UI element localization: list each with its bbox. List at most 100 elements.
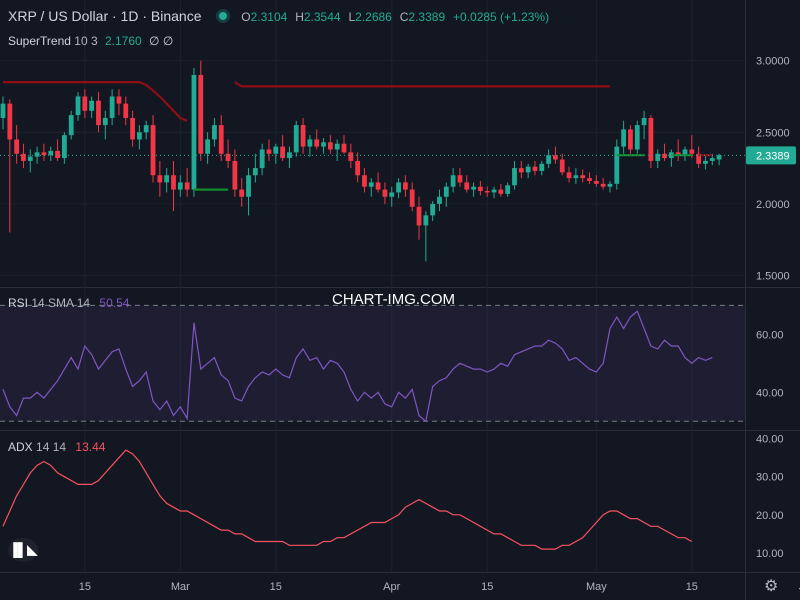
candle-body (634, 125, 640, 150)
candle-body (48, 150, 54, 156)
candle-body (287, 152, 292, 159)
x-tick-label: 15 (481, 581, 493, 593)
candle-body (89, 100, 95, 111)
candle-body (703, 160, 708, 164)
candle-body (478, 186, 483, 192)
settings-gear-icon[interactable]: ⚙ (764, 578, 779, 595)
candle-body (512, 168, 517, 186)
supertrend-value: 2.1760 (104, 34, 142, 48)
candle-body (109, 96, 115, 118)
candle-body (157, 175, 163, 183)
candle-body (150, 125, 156, 176)
adx-tick-label: 40.00 (756, 434, 784, 446)
candle-body (96, 100, 101, 126)
candle-body (171, 175, 176, 190)
candle-body (423, 215, 429, 226)
candle-body (668, 152, 674, 159)
candle-body (34, 152, 40, 157)
candle-body (327, 142, 333, 150)
adx-tick-label: 10.00 (756, 548, 784, 560)
candle-body (675, 152, 681, 156)
price-tick-label: 3.0000 (756, 56, 790, 68)
candle-body (437, 196, 442, 204)
candle-body (607, 183, 613, 187)
rsi-tick-label: 40.00 (756, 387, 784, 399)
adx-legend[interactable]: ADX 14 14 13.44 (8, 440, 105, 454)
candle-body (198, 74, 204, 154)
candle-body (505, 185, 511, 194)
candle-body (709, 158, 715, 161)
candle-body (362, 175, 367, 187)
candle-body (177, 182, 183, 190)
supertrend-legend[interactable]: SuperTrend 10 3 2.1760 ∅ ∅ (8, 34, 173, 48)
candle-body (648, 117, 654, 161)
symbol-title[interactable]: XRP / US Dollar · 1D · Binance (8, 8, 202, 24)
candle-body (546, 155, 551, 164)
candle-body (191, 74, 197, 190)
candle-body (614, 146, 620, 184)
low-value: 2.2686 (355, 10, 392, 24)
adx-tick-label: 30.00 (756, 472, 784, 484)
candle-body (7, 103, 13, 140)
adx-value: 13.44 (75, 440, 106, 454)
low-label: L (348, 10, 356, 24)
price-tick-label: 1.5000 (756, 271, 790, 283)
candle-body (518, 168, 524, 173)
close-value: 2.3389 (408, 10, 446, 24)
candle-body (355, 160, 361, 176)
candle-body (55, 150, 60, 159)
candle-body (259, 149, 265, 169)
watermark: CHART-IMG.COM (332, 291, 456, 308)
candle-body (75, 96, 81, 116)
candle-body (321, 142, 326, 147)
price-tick-label: 2.5000 (756, 127, 790, 139)
candle-body (471, 186, 476, 190)
candle-body (553, 155, 558, 160)
adx-line (2, 449, 693, 550)
candle-body (402, 182, 408, 190)
candle-body (27, 156, 33, 161)
candle-body (689, 149, 695, 154)
candle-body (484, 191, 490, 193)
candle-body (655, 153, 661, 161)
candle-body (341, 143, 347, 153)
candle-body (307, 139, 313, 147)
tradingview-logo-icon: ▐▌◣ (8, 538, 38, 562)
candle-body (539, 163, 545, 171)
candle-body (368, 182, 374, 187)
candle-body (273, 146, 279, 154)
candle-body (696, 153, 702, 164)
supertrend-name: SuperTrend (8, 34, 71, 48)
candle-body (566, 172, 572, 179)
candle-body (14, 139, 20, 154)
rsi-legend[interactable]: RSI 14 SMA 14 50.54 (8, 296, 129, 310)
candle-body (82, 96, 88, 111)
candle-body (375, 182, 381, 190)
candle-body (266, 149, 272, 154)
candle-body (164, 175, 170, 183)
candle-body (123, 103, 129, 118)
candle-body (116, 96, 122, 104)
high-value: 2.3544 (303, 10, 341, 24)
rsi-params: 14 SMA 14 (31, 296, 91, 310)
candle-body (68, 115, 74, 136)
x-tick-label: 15 (686, 581, 698, 593)
candle-body (443, 186, 449, 197)
x-tick-label: Apr (383, 581, 400, 593)
candle-body (532, 166, 538, 171)
candle-body (300, 125, 306, 147)
high-label: H (295, 10, 304, 24)
candle-body (389, 192, 395, 197)
close-label: C (399, 10, 409, 24)
candle-body (525, 166, 531, 173)
candle-body (409, 189, 415, 207)
last-price-badge (746, 146, 796, 165)
candle-body (662, 153, 667, 159)
open-label: O (241, 10, 251, 24)
candle-body (61, 135, 67, 159)
x-tick-label: Mar (171, 581, 190, 593)
candle-body (334, 143, 340, 150)
candle-body (682, 149, 688, 156)
rsi-value: 50.54 (99, 296, 130, 310)
